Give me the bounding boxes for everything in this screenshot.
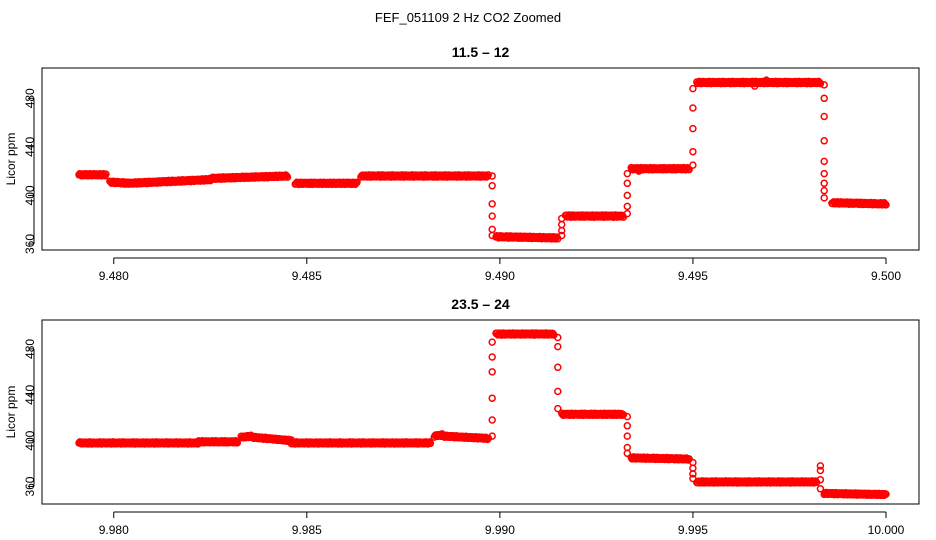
data-points	[75, 76, 890, 243]
data-point	[882, 201, 890, 209]
data-point	[820, 94, 828, 103]
y-tick-label: 480	[23, 339, 37, 359]
data-point	[484, 171, 493, 179]
data-point	[820, 157, 828, 166]
plot-frame	[41, 67, 920, 251]
chart-title: 23.5 – 24	[451, 296, 510, 312]
data-point	[689, 474, 697, 483]
x-axis: 9.980 9.985 9.990 9.995 10.000	[99, 511, 905, 537]
chart-panel-1: 11.5 – 12 Licor ppm 360 400 440 480 9.480 9.485…	[4, 44, 920, 283]
y-axis-label: Licor ppm	[4, 133, 18, 186]
data-point	[488, 353, 496, 361]
data-point	[488, 432, 496, 440]
data-point	[554, 387, 562, 396]
data-point	[816, 475, 825, 484]
data-point	[820, 112, 828, 121]
data-point	[488, 231, 496, 240]
data-point	[689, 161, 697, 169]
x-tick-label: 9.490	[485, 269, 515, 283]
y-tick-label: 440	[23, 384, 37, 404]
data-point	[685, 165, 693, 174]
data-point	[488, 225, 496, 234]
x-tick-label: 9.995	[678, 523, 708, 537]
data-point	[623, 422, 632, 430]
data-point	[619, 410, 628, 419]
data-point	[689, 124, 697, 133]
y-axis: 360 400 440 480	[23, 339, 37, 497]
x-tick-label: 9.500	[871, 269, 901, 283]
data-point	[488, 212, 496, 220]
data-point	[623, 202, 632, 211]
data-point	[689, 470, 697, 478]
x-tick-label: 9.990	[485, 523, 515, 537]
y-axis-label: Licor ppm	[4, 386, 18, 439]
data-point	[488, 368, 496, 376]
data-point	[820, 179, 828, 188]
data-point	[623, 191, 632, 200]
data-point	[623, 179, 632, 188]
data-point	[554, 342, 562, 351]
x-tick-label: 9.480	[99, 269, 129, 283]
data-point	[689, 84, 697, 93]
x-tick-label: 9.980	[99, 523, 129, 537]
data-point	[554, 404, 562, 413]
y-tick-label: 360	[23, 234, 37, 254]
chart-title: 11.5 – 12	[452, 44, 510, 60]
data-point	[488, 172, 496, 180]
data-point	[816, 79, 825, 88]
data-point	[233, 439, 242, 447]
y-tick-label: 360	[23, 476, 37, 496]
plot-frame	[41, 319, 920, 505]
data-point	[816, 462, 825, 470]
x-tick-label: 9.985	[292, 523, 322, 537]
data-point	[689, 104, 697, 112]
y-tick-label: 480	[23, 88, 37, 108]
data-point	[488, 181, 496, 190]
data-point	[488, 200, 496, 208]
data-point	[635, 167, 643, 175]
data-point	[102, 170, 110, 178]
data-point	[623, 412, 632, 421]
data-point	[488, 416, 496, 424]
x-tick-label: 9.495	[678, 269, 708, 283]
data-point	[623, 432, 632, 440]
data-point	[816, 485, 825, 493]
data-point	[283, 173, 292, 181]
figure-title: FEF_051109 2 Hz CO2 Zoomed	[375, 10, 561, 25]
data-point	[554, 333, 562, 342]
data-point	[488, 394, 496, 402]
data-point	[557, 231, 566, 240]
y-tick-label: 400	[23, 430, 37, 450]
data-point	[816, 466, 825, 475]
x-axis: 9.480 9.485 9.490 9.495 9.500	[99, 257, 901, 283]
data-point	[750, 82, 759, 90]
data-point	[623, 169, 632, 178]
data-point	[426, 439, 435, 448]
chart-panel-2: 23.5 – 24 Licor ppm 360 400 440 480 9.980 9.985…	[4, 296, 920, 537]
data-point	[762, 76, 771, 84]
data-points	[75, 329, 890, 500]
x-tick-label: 10.000	[868, 523, 905, 537]
data-point	[557, 220, 566, 229]
data-point	[353, 178, 361, 187]
y-axis: 360 400 440 480	[23, 88, 37, 254]
chart-panels: 11.5 – 12 Licor ppm 360 400 440 480 9.480 9.485…	[4, 44, 920, 537]
data-point	[820, 169, 828, 178]
data-point	[882, 490, 890, 498]
data-point	[689, 147, 697, 156]
y-tick-label: 400	[23, 185, 37, 205]
data-point	[554, 363, 562, 372]
data-point	[820, 81, 828, 89]
data-point	[488, 338, 496, 346]
data-point	[623, 449, 632, 458]
data-point	[623, 209, 632, 218]
x-tick-label: 9.485	[292, 269, 322, 283]
data-point	[557, 214, 566, 223]
data-point	[820, 186, 828, 195]
data-point	[820, 194, 828, 202]
data-point	[820, 137, 828, 145]
y-tick-label: 440	[23, 137, 37, 157]
data-point	[484, 434, 493, 442]
